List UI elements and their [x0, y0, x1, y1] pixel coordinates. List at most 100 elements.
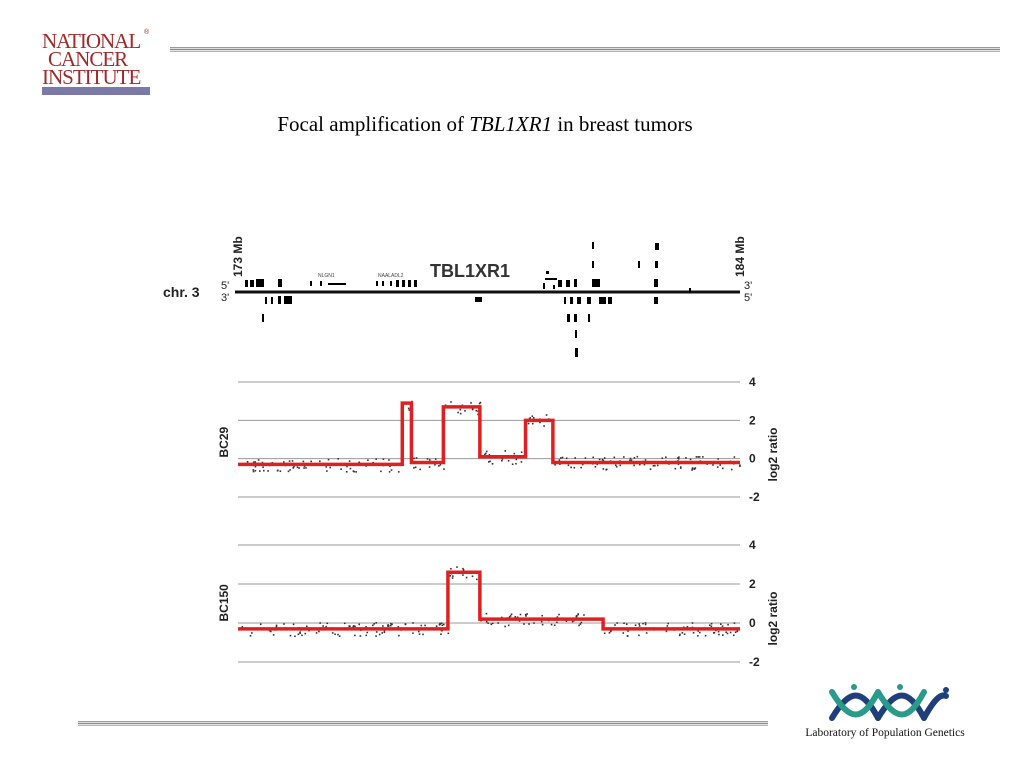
probe-point [252, 470, 255, 473]
probe-point [625, 623, 628, 626]
probe-point [708, 624, 711, 627]
probe-point [462, 567, 464, 570]
probe-point [419, 468, 421, 471]
gene-feature-mark [592, 242, 594, 249]
probe-point [689, 458, 692, 461]
probe-point [488, 454, 491, 456]
probe-point [485, 450, 488, 453]
probe-point [515, 458, 518, 461]
gene-feature-mark [262, 314, 264, 322]
probe-point [417, 630, 420, 633]
probe-point [528, 623, 530, 625]
probe-point [716, 466, 719, 468]
gene-feature-mark [278, 296, 281, 304]
probe-point [514, 615, 517, 618]
probe-point [451, 577, 454, 579]
probe-point [678, 634, 681, 637]
probe-point [352, 625, 355, 627]
probe-point [630, 459, 633, 461]
probe-point [539, 421, 541, 424]
gene-feature-mark [553, 285, 555, 289]
start-position-label: 173 Mb [231, 236, 245, 277]
gene-feature-mark [654, 279, 658, 287]
probe-point [614, 624, 616, 626]
probe-point [408, 409, 411, 411]
probe-point [325, 625, 328, 628]
probe-point [487, 461, 490, 463]
gene-feature-mark [390, 281, 392, 286]
probe-point [558, 459, 561, 461]
probe-point [275, 624, 278, 627]
probe-point [633, 464, 635, 467]
probe-point [263, 469, 265, 472]
probe-point [729, 631, 732, 634]
probe-point [695, 456, 698, 458]
probe-point [407, 407, 410, 410]
probe-point [697, 456, 699, 458]
probe-point [515, 462, 517, 465]
probe-point [679, 467, 682, 469]
probe-point [420, 624, 423, 627]
probe-point [326, 622, 329, 625]
probe-point [677, 458, 680, 460]
probe-point [574, 457, 576, 459]
probe-point [710, 622, 713, 625]
probe-point [414, 466, 417, 469]
probe-point [554, 463, 556, 466]
gene-feature-mark [638, 261, 640, 268]
probe-point [382, 458, 385, 461]
probe-point [678, 456, 680, 458]
probe-point [459, 408, 462, 411]
gene-feature-mark [567, 314, 570, 322]
probe-point [691, 469, 693, 471]
probe-point [459, 412, 462, 415]
probe-point [456, 566, 458, 568]
probe-point [643, 463, 646, 466]
probe-point [613, 456, 616, 459]
probe-point [556, 616, 559, 618]
probe-point [623, 456, 625, 458]
probe-point [720, 623, 722, 626]
probe-point [507, 624, 510, 627]
probe-point [508, 616, 511, 618]
probe-point [504, 450, 507, 452]
probe-point [434, 463, 436, 466]
probe-point [289, 634, 292, 637]
gene-feature-mark [328, 283, 346, 285]
gene-feature-mark [574, 279, 577, 287]
probe-point [526, 613, 528, 615]
y-tick-label: 0 [749, 452, 756, 466]
probe-point [541, 614, 544, 617]
probe-point [346, 465, 348, 468]
gene-feature-mark [575, 348, 578, 357]
probe-point [326, 470, 328, 472]
probe-point [450, 401, 452, 403]
title-prefix: Focal amplification of [277, 112, 470, 136]
logo-line-1: NATIONAL [42, 29, 140, 53]
probe-point [329, 466, 332, 469]
probe-point [681, 632, 684, 634]
probe-point [287, 470, 290, 473]
probe-point [645, 632, 648, 634]
probe-point [614, 464, 617, 467]
cnv-chart-bc150: 4 2 0 -2 BC150 log2 ratio [217, 538, 780, 669]
probe-point [449, 575, 452, 577]
probe-point [440, 633, 442, 635]
probe-point [297, 633, 300, 636]
probe-point [698, 456, 701, 458]
probe-point [412, 632, 414, 635]
probe-point [615, 465, 618, 468]
probe-point [665, 456, 667, 459]
gene-feature-mark [402, 280, 405, 287]
probe-point [638, 623, 640, 625]
probe-point [319, 460, 321, 463]
probe-point [719, 464, 722, 466]
probe-point [529, 417, 531, 419]
probe-point [457, 411, 459, 414]
gene-feature-mark [570, 297, 573, 304]
probe-point [426, 458, 429, 460]
probe-point [443, 623, 445, 626]
y-tick-label: 4 [749, 375, 756, 389]
probe-point [520, 451, 523, 454]
gene-feature-mark [376, 281, 378, 286]
